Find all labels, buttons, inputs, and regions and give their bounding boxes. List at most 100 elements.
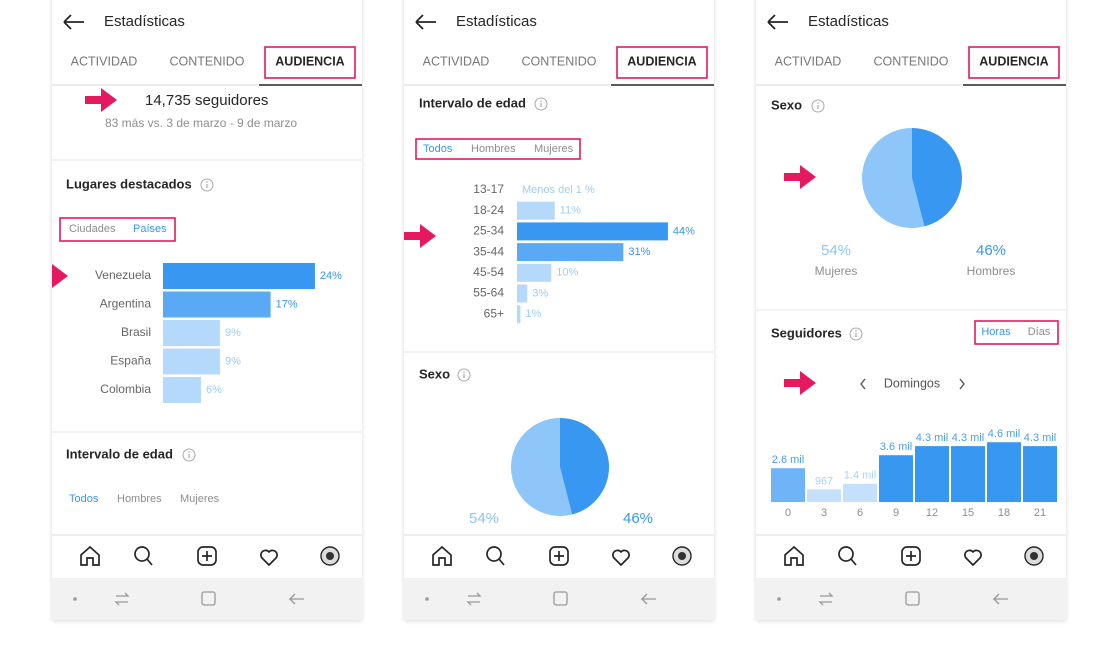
home-key[interactable] <box>553 591 568 606</box>
filter[interactable]: Todos <box>423 143 453 155</box>
tab[interactable]: ACTIVIDAD <box>71 54 138 68</box>
system-dot <box>73 597 77 601</box>
filter[interactable]: Mujeres <box>534 143 574 155</box>
day-label: Domingos <box>884 376 940 390</box>
bar-label: Argentina <box>100 297 152 311</box>
bar-value-label: 9% <box>225 355 241 367</box>
next-day[interactable] <box>959 378 965 390</box>
pie-value-label: 46% <box>976 242 1006 259</box>
bar-label: 13-17 <box>473 182 504 196</box>
info-icon <box>457 368 471 382</box>
home-icon[interactable] <box>784 545 804 566</box>
bar-value-label: 2.6 mil <box>772 454 804 466</box>
highlight-box <box>264 46 356 79</box>
x-tick-label: 6 <box>857 507 863 519</box>
back-key[interactable] <box>288 593 304 605</box>
info-icon-dot <box>855 330 857 332</box>
back-key[interactable] <box>640 593 656 605</box>
new-post-plus <box>906 551 916 561</box>
follower-count: 14,735 seguidores <box>145 92 268 109</box>
filter[interactable]: Hombres <box>471 143 516 155</box>
header-title: Estadísticas <box>456 13 537 30</box>
filter[interactable]: Hombres <box>117 493 162 505</box>
x-tick-label: 9 <box>893 507 899 519</box>
info-icon-dot <box>540 100 542 102</box>
tab[interactable]: CONTENIDO <box>522 54 597 68</box>
bar <box>771 468 805 502</box>
filter[interactable]: Horas <box>981 326 1011 338</box>
back-arrow[interactable] <box>63 14 84 30</box>
bar <box>807 489 841 502</box>
bar <box>879 455 913 502</box>
search-handle <box>146 558 153 566</box>
pointer-arrow <box>784 371 816 395</box>
x-tick-label: 12 <box>926 507 938 519</box>
bar-value-label: 24% <box>320 270 342 282</box>
new-post-icon[interactable] <box>197 546 217 566</box>
filter[interactable]: Ciudades <box>69 223 116 235</box>
home-key[interactable] <box>905 591 920 606</box>
tab[interactable]: CONTENIDO <box>874 54 949 68</box>
recent-key[interactable] <box>466 592 482 606</box>
bar <box>517 222 668 241</box>
system-bar <box>756 578 1066 620</box>
filter[interactable]: Días <box>1028 326 1051 338</box>
section-title: Sexo <box>419 366 450 381</box>
pie-category: Mujeres <box>815 264 858 278</box>
section-title: Intervalo de edad <box>419 95 526 110</box>
system-bar <box>404 578 714 620</box>
search-icon[interactable] <box>486 546 502 562</box>
filter[interactable]: Países <box>133 223 167 235</box>
highlight-box <box>415 138 581 160</box>
bar <box>517 305 521 324</box>
bar <box>517 284 528 303</box>
info-icon <box>534 97 548 111</box>
activity-icon[interactable] <box>260 549 278 567</box>
phone-screen: Estadísticas ACTIVIDAD CONTENIDO AUDIENCIA I… <box>404 0 714 620</box>
back-arrow[interactable] <box>415 14 436 30</box>
bar <box>517 201 555 220</box>
header-title: Estadísticas <box>808 13 889 30</box>
search-icon[interactable] <box>838 546 854 562</box>
tab[interactable]: CONTENIDO <box>170 54 245 68</box>
bar-value-label: 4.6 mil <box>988 428 1020 440</box>
pointer-arrow <box>784 165 816 189</box>
activity-icon[interactable] <box>612 549 630 567</box>
filter[interactable]: Mujeres <box>180 493 220 505</box>
home-icon[interactable] <box>80 545 100 566</box>
bar <box>915 446 949 502</box>
tab[interactable]: AUDIENCIA <box>275 54 344 68</box>
info-icon <box>811 99 825 113</box>
tab[interactable]: AUDIENCIA <box>627 54 696 68</box>
bar-value-label: 1% <box>525 308 541 320</box>
back-arrow[interactable] <box>767 14 788 30</box>
bar-value-label: 4.3 mil <box>952 432 984 444</box>
activity-icon[interactable] <box>964 549 982 567</box>
recent-key[interactable] <box>818 592 834 606</box>
new-post-icon[interactable] <box>901 546 921 566</box>
search-icon[interactable] <box>134 546 150 562</box>
tab[interactable]: ACTIVIDAD <box>423 54 490 68</box>
bar-label: 35-44 <box>473 244 504 258</box>
bar-label: Colombia <box>100 382 151 396</box>
bar-value-label: 11% <box>560 205 581 217</box>
bar-value-label: 3% <box>532 287 548 299</box>
home-key[interactable] <box>201 591 216 606</box>
bar <box>987 442 1021 502</box>
bar-value-label: 4.3 mil <box>916 432 948 444</box>
tab[interactable]: ACTIVIDAD <box>775 54 842 68</box>
new-post-icon[interactable] <box>549 546 569 566</box>
back-key[interactable] <box>992 593 1008 605</box>
prev-day[interactable] <box>860 378 866 390</box>
home-icon[interactable] <box>432 545 452 566</box>
follower-comparison: 83 más vs. 3 de marzo - 9 de marzo <box>105 116 297 130</box>
filter[interactable]: Todos <box>69 493 99 505</box>
section-title: Lugares destacados <box>66 176 192 191</box>
recent-key[interactable] <box>114 592 130 606</box>
search-handle <box>498 558 505 566</box>
highlight-box <box>616 46 708 79</box>
x-tick-label: 0 <box>785 507 791 519</box>
bar-label: 55-64 <box>473 286 504 300</box>
tab[interactable]: AUDIENCIA <box>979 54 1048 68</box>
